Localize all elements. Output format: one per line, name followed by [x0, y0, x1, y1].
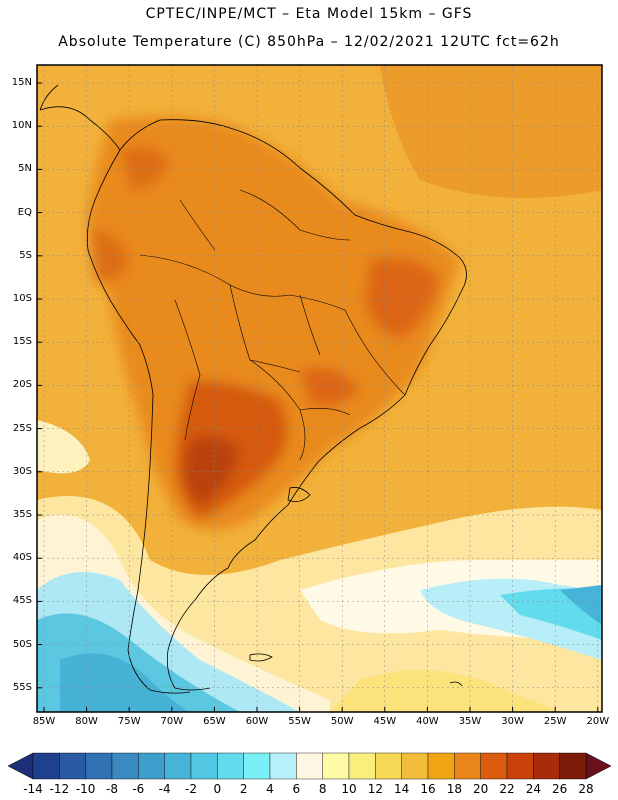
- colorbar-tick-label: 24: [525, 782, 541, 796]
- graticule: [37, 65, 602, 712]
- lon-tick-label: 45W: [373, 716, 397, 727]
- colorbar-swatch: [322, 752, 350, 780]
- colorbar-swatch: [32, 752, 60, 780]
- colorbar-swatch: [506, 752, 534, 780]
- colorbar-swatch: [296, 752, 323, 780]
- colorbar-high-arrow: [585, 752, 612, 780]
- colorbar-tick-label: 20: [473, 782, 489, 796]
- colorbar-swatch: [348, 752, 376, 780]
- lat-tick-label: 25S: [12, 422, 32, 434]
- colorbar-tick-label: 8: [318, 782, 327, 796]
- colorbar-swatch: [243, 752, 271, 780]
- colorbar-tick-label: 0: [213, 782, 222, 796]
- colorbar-swatch: [85, 752, 113, 780]
- colorbar-tick-label: -10: [75, 782, 96, 796]
- colorbar-swatch: [480, 752, 508, 780]
- lon-tick-label: 40W: [416, 716, 439, 727]
- lon-tick-label: 85W: [32, 716, 56, 727]
- colorbar-swatch: [454, 752, 481, 780]
- colorbar-swatch: [559, 752, 587, 780]
- colorbar-swatch: [269, 752, 297, 780]
- lat-tick-label: 15N: [11, 77, 32, 88]
- lat-tick-label: 45S: [12, 595, 32, 607]
- coastline: [39, 84, 467, 694]
- axis-ticks: [37, 82, 599, 712]
- lat-tick-label: 40S: [12, 552, 32, 564]
- lat-tick-label: 35S: [12, 509, 32, 520]
- lon-tick-label: 50W: [330, 716, 354, 727]
- colorbar-tick-label: 26: [552, 782, 568, 796]
- lon-tick-label: 55W: [288, 716, 311, 727]
- colorbar-tick-label: 2: [239, 782, 248, 796]
- colorbar-tick-label: -2: [185, 782, 197, 796]
- colorbar-swatch: [138, 752, 165, 780]
- colorbar-swatch: [427, 752, 455, 780]
- lat-tick-label: 20S: [12, 379, 32, 391]
- colorbar-tick-label: 18: [446, 782, 462, 796]
- colorbar-tick-label: -12: [49, 782, 70, 796]
- lat-tick-label: 10N: [11, 120, 32, 132]
- colorbar-tick-label: -4: [158, 782, 171, 796]
- colorbar-swatch: [533, 752, 560, 780]
- colorbar-tick-label: 10: [341, 782, 357, 796]
- lat-tick-label: 50S: [12, 638, 32, 650]
- lon-tick-label: 30W: [501, 716, 524, 727]
- colorbar-swatch: [190, 752, 218, 780]
- colorbar-tick-label: 6: [292, 782, 301, 796]
- lat-tick-label: EQ: [17, 206, 32, 218]
- colorbar-swatch: [375, 752, 402, 780]
- colorbar-tick-label: 4: [266, 782, 274, 796]
- lon-tick-label: 80W: [75, 716, 98, 727]
- lat-tick-label: 15S: [12, 336, 32, 348]
- chart-subtitle: Absolute Temperature (C) 850hPa – 12/02/…: [58, 34, 560, 50]
- country-borders: [139, 189, 406, 461]
- colorbar-swatch: [59, 752, 86, 780]
- colorbar-tick-label: 28: [578, 782, 594, 796]
- colorbar: [7, 752, 612, 780]
- colorbar-swatch: [111, 752, 139, 780]
- colorbar-low-arrow: [7, 752, 34, 780]
- colorbar-swatch: [217, 752, 244, 780]
- chart-title: CPTEC/INPE/MCT – Eta Model 15km – GFS: [145, 6, 473, 22]
- colorbar-swatch: [401, 752, 429, 780]
- lon-tick-label: 20W: [586, 716, 610, 727]
- colorbar-tick-label: -8: [106, 782, 118, 796]
- lon-tick-label: 70W: [160, 716, 184, 727]
- colorbar-tick-label: 16: [420, 782, 436, 796]
- lat-tick-label: 30S: [12, 465, 32, 477]
- lon-tick-label: 25W: [543, 716, 567, 727]
- temperature-field: [37, 65, 602, 712]
- lat-tick-label: 5N: [18, 163, 32, 175]
- colorbar-swatch: [164, 752, 192, 780]
- lat-tick-label: 10S: [12, 293, 32, 304]
- lon-tick-label: 75W: [117, 716, 141, 727]
- colorbar-tick-label: 22: [499, 782, 515, 796]
- lon-tick-label: 65W: [203, 716, 226, 727]
- colorbar-tick-label: -6: [132, 782, 145, 796]
- colorbar-tick-label: -14: [23, 782, 43, 796]
- lat-tick-label: 5S: [19, 249, 32, 261]
- lon-tick-label: 60W: [245, 716, 269, 727]
- lat-tick-label: 55S: [12, 681, 32, 693]
- colorbar-tick-label: 14: [394, 782, 410, 796]
- colorbar-tick-label: 12: [367, 782, 383, 796]
- lon-tick-label: 35W: [458, 716, 482, 727]
- map-frame: [36, 64, 603, 713]
